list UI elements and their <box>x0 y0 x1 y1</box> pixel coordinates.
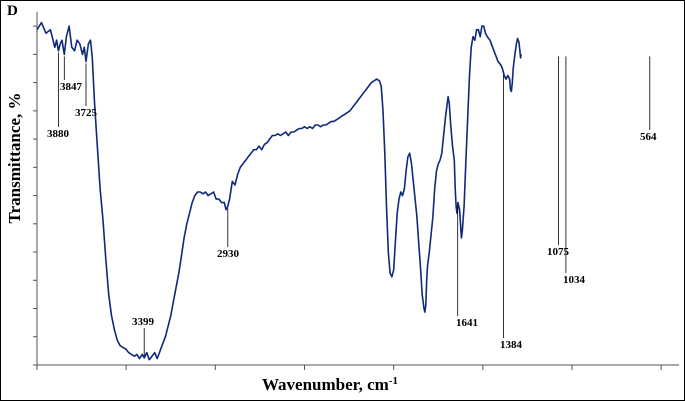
peak-annotation: 1384 <box>500 74 523 351</box>
axis-ticks <box>33 25 662 370</box>
peak-label: 564 <box>640 131 657 143</box>
peak-label: 1384 <box>500 339 523 351</box>
peak-label: 1075 <box>547 246 570 258</box>
peak-label: 3399 <box>132 316 155 328</box>
peak-annotation: 564 <box>640 56 657 143</box>
peak-annotation: 3847 <box>60 56 83 93</box>
axes <box>36 12 679 366</box>
peak-annotation: 1075 <box>547 56 570 258</box>
peak-annotation: 2930 <box>217 208 240 260</box>
peak-annotation: 3880 <box>47 52 70 140</box>
peak-label: 2930 <box>217 248 240 260</box>
panel-label: D <box>7 3 18 19</box>
x-axis-title-superscript: -1 <box>389 375 398 387</box>
x-axis-title: Wavenumber, cm-1 <box>262 375 398 394</box>
peak-label: 3847 <box>60 81 83 93</box>
peak-annotation: 3725 <box>75 63 98 119</box>
peak-annotations: 3880 3847 3725 3399 2930 1641 1384 1075 1034 564 <box>47 52 657 356</box>
spectrum-line <box>36 21 522 361</box>
peak-label: 3725 <box>75 107 98 119</box>
peak-label: 1641 <box>456 317 478 329</box>
peak-label: 3880 <box>47 128 70 140</box>
peak-annotation: 1034 <box>563 56 586 286</box>
peak-label: 1034 <box>563 274 586 286</box>
x-axis-title-text: Wavenumber, cm <box>262 375 389 394</box>
y-axis-title: Transmittance, % <box>5 93 24 224</box>
peak-annotation: 1641 <box>456 206 478 329</box>
peak-annotation: 3399 <box>132 316 155 356</box>
